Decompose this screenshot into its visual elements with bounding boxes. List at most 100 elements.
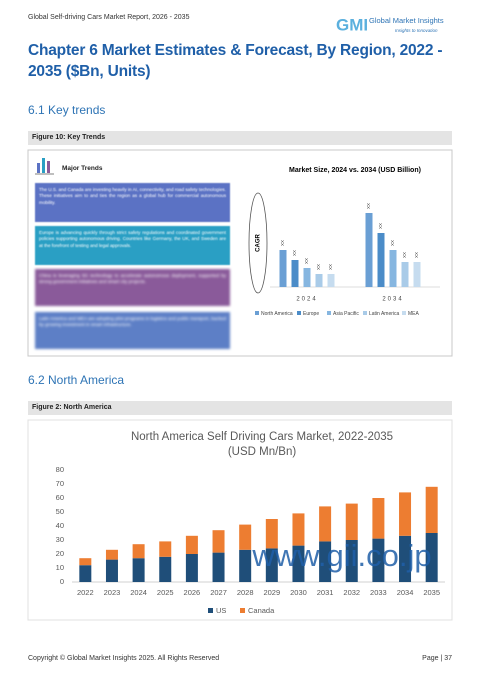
value-label: XX	[366, 203, 371, 209]
cagr-label: CAGR	[256, 234, 262, 252]
bar-segment	[239, 524, 252, 550]
bar	[315, 274, 323, 287]
chart-title: North America Self Driving Cars Market, …	[131, 431, 393, 443]
x-tick-label: 2031	[317, 588, 334, 597]
bar-segment	[399, 492, 412, 536]
section-heading: 6.2 North America	[28, 373, 125, 387]
bar-segment	[185, 535, 198, 554]
x-tick-label: 2024	[130, 588, 147, 597]
bar-segment	[79, 558, 92, 566]
figure-frame	[27, 149, 453, 357]
bar-segment	[292, 545, 305, 582]
legend-label: Canada	[248, 606, 275, 615]
legend-swatch	[255, 311, 259, 315]
x-tick-label: 2032	[343, 588, 360, 597]
y-tick-label: 40	[56, 521, 64, 530]
x-tick-label: 2033	[370, 588, 387, 597]
bar-segment	[212, 552, 225, 582]
section-heading: 6.1 Key trends	[28, 103, 106, 117]
legend-swatch	[240, 608, 245, 613]
bar-segment	[105, 559, 118, 582]
y-tick-label: 60	[56, 493, 64, 502]
x-tick-label: 2023	[104, 588, 121, 597]
bar-segment	[159, 556, 172, 582]
bar-segment	[372, 538, 385, 582]
x-tick-label: 2028	[237, 588, 254, 597]
legend-swatch	[297, 311, 301, 315]
x-tick-label: 2029	[263, 588, 280, 597]
cagr-ellipse	[248, 192, 268, 294]
bar-segment	[345, 503, 358, 540]
trend-box: The U.S. and Canada are investing heavil…	[35, 183, 230, 222]
bar-segment	[425, 533, 438, 582]
y-tick-label: 70	[56, 479, 64, 488]
bar	[413, 262, 421, 287]
bar-segment	[212, 530, 225, 553]
page-number: Page | 37	[422, 655, 452, 662]
bar-segment	[159, 541, 172, 557]
y-tick-label: 50	[56, 507, 64, 516]
bar	[291, 260, 299, 287]
bar	[365, 213, 373, 287]
report-title: Global Self-driving Cars Market Report, …	[28, 14, 190, 21]
value-label: XX	[280, 240, 285, 246]
value-label: XX	[328, 264, 333, 270]
x-tick-label: 2035	[423, 588, 440, 597]
bar-segment	[79, 565, 92, 582]
y-tick-label: 0	[60, 577, 64, 586]
legend-label: North America	[261, 311, 293, 317]
y-tick-label: 10	[56, 563, 64, 572]
chart-subtitle: (USD Mn/Bn)	[228, 446, 297, 458]
panel-title: Major Trends	[62, 165, 103, 172]
legend-swatch	[208, 608, 213, 613]
x-tick-label: 2034	[397, 588, 414, 597]
value-label: XX	[304, 258, 309, 264]
bar-segment	[425, 486, 438, 533]
bar-segment	[372, 498, 385, 539]
y-tick-label: 20	[56, 549, 64, 558]
bar-segment	[399, 535, 412, 582]
value-label: XX	[316, 264, 321, 270]
x-tick-label: 2025	[157, 588, 174, 597]
bar-segment	[132, 558, 145, 582]
chapter-title: Chapter 6 Market Estimates & Forecast, B…	[28, 42, 443, 80]
legend-swatch	[327, 311, 331, 315]
figure-caption: Figure 2: North America	[28, 401, 452, 415]
value-label: XX	[414, 252, 419, 258]
legend-swatch	[363, 311, 367, 315]
y-tick-label: 80	[56, 465, 64, 474]
legend-label: US	[216, 606, 226, 615]
bar-segment	[345, 540, 358, 582]
bar-segment	[105, 549, 118, 560]
bar-segment	[239, 549, 252, 582]
logo-name: Global Market Insights	[369, 16, 444, 25]
x-tick-label: 2026	[184, 588, 201, 597]
legend-swatch	[402, 311, 406, 315]
logo-mark: GMI	[336, 15, 368, 34]
bar	[327, 274, 335, 287]
bar-segment	[319, 506, 332, 542]
bar	[303, 268, 311, 287]
bar	[401, 262, 409, 287]
bar-segment	[292, 513, 305, 546]
copyright: Copyright © Global Market Insights 2025.…	[28, 655, 220, 662]
bar	[279, 250, 287, 287]
bar-segment	[185, 554, 198, 582]
bar-segment	[132, 544, 145, 559]
x-tick-label: 2022	[77, 588, 94, 597]
trend-box: China is leveraging 5G technology to acc…	[35, 269, 230, 306]
trend-box: Europe is advancing quickly through stri…	[35, 226, 230, 265]
x-tick-label: 2034	[382, 297, 403, 303]
value-label: XX	[378, 223, 383, 229]
bar-segment	[319, 541, 332, 582]
legend-label: Europe	[303, 311, 319, 317]
x-tick-label: 2030	[290, 588, 307, 597]
trend-icon	[35, 158, 54, 175]
chart-title: Market Size, 2024 vs. 2034 (USD Billion)	[289, 167, 421, 174]
x-tick-label: 2027	[210, 588, 227, 597]
figure-caption: Figure 10: Key Trends	[28, 131, 452, 145]
bar	[377, 233, 385, 287]
legend-label: Latin America	[369, 311, 400, 317]
